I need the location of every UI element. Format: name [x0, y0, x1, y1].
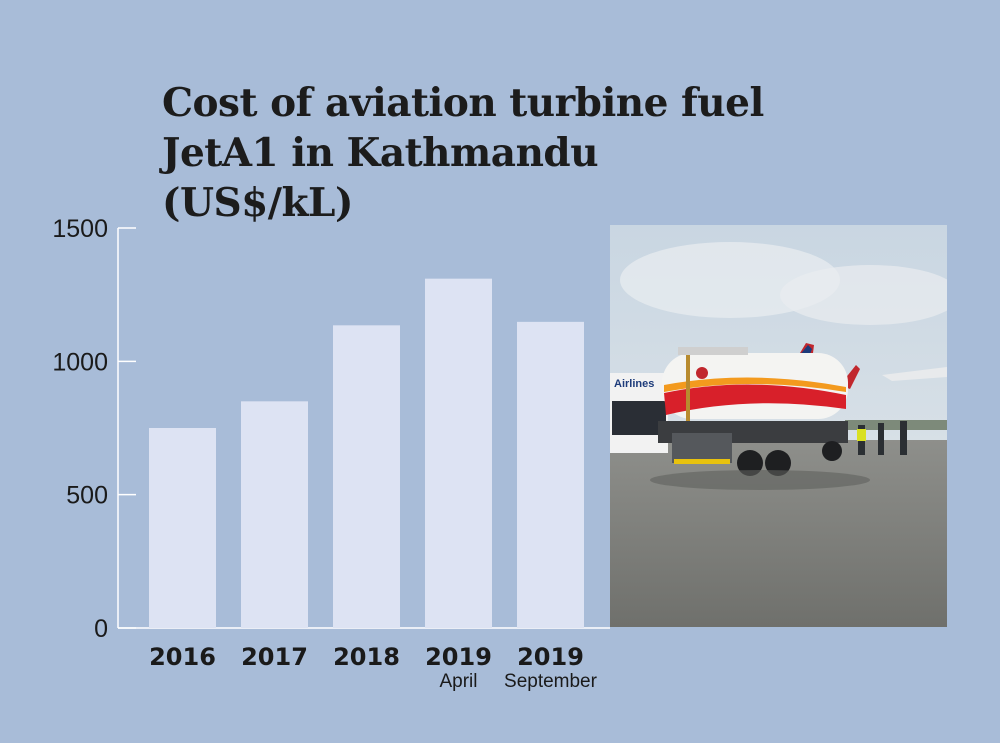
tanker-stripe-red	[664, 384, 846, 415]
tanker-logo	[696, 367, 708, 379]
x-category-label: 2016	[149, 643, 216, 671]
wheel	[737, 450, 763, 476]
tanker-walkway	[678, 347, 748, 355]
chart-title-line-2: JetA1 in Kathmandu (US$/kL)	[162, 130, 599, 226]
x-category-label: 2019	[425, 643, 492, 671]
crew-member	[900, 421, 907, 455]
tanker-pump-cabinet	[672, 433, 732, 463]
bus-windows	[612, 401, 666, 435]
x-category-sublabel: September	[504, 671, 598, 692]
chart-title-line-1: Cost of aviation turbine fuel	[162, 80, 764, 126]
shadow	[650, 470, 870, 490]
x-category-sublabel: April	[439, 671, 477, 692]
bar	[333, 325, 400, 628]
x-category-label: 2019	[517, 643, 584, 671]
bar	[517, 321, 584, 628]
crew-vest	[857, 429, 866, 441]
bar	[425, 278, 492, 628]
cloud	[780, 265, 947, 325]
crew-member	[878, 423, 884, 455]
bar-layer	[149, 278, 584, 628]
chart-title: Cost of aviation turbine fuel JetA1 in K…	[162, 78, 802, 228]
wheel	[822, 441, 842, 461]
tanker-stripe-orange	[664, 377, 846, 392]
aircraft-wing	[882, 367, 947, 381]
bar	[149, 428, 216, 628]
y-tick-label: 500	[66, 482, 108, 510]
tanker-bumper	[674, 459, 730, 464]
tanker-ladder	[686, 355, 690, 435]
y-tick-label: 1500	[52, 215, 108, 243]
y-tick-label: 0	[94, 615, 108, 643]
distant-trees	[845, 420, 947, 430]
fuel-tanker-photo: Airlines	[610, 225, 947, 627]
bar	[241, 401, 308, 628]
wheel	[765, 450, 791, 476]
x-category-label: 2018	[333, 643, 400, 671]
bus-sign-text: Airlines	[614, 378, 654, 390]
y-tick-label: 1000	[52, 348, 108, 376]
x-category-label: 2017	[241, 643, 308, 671]
